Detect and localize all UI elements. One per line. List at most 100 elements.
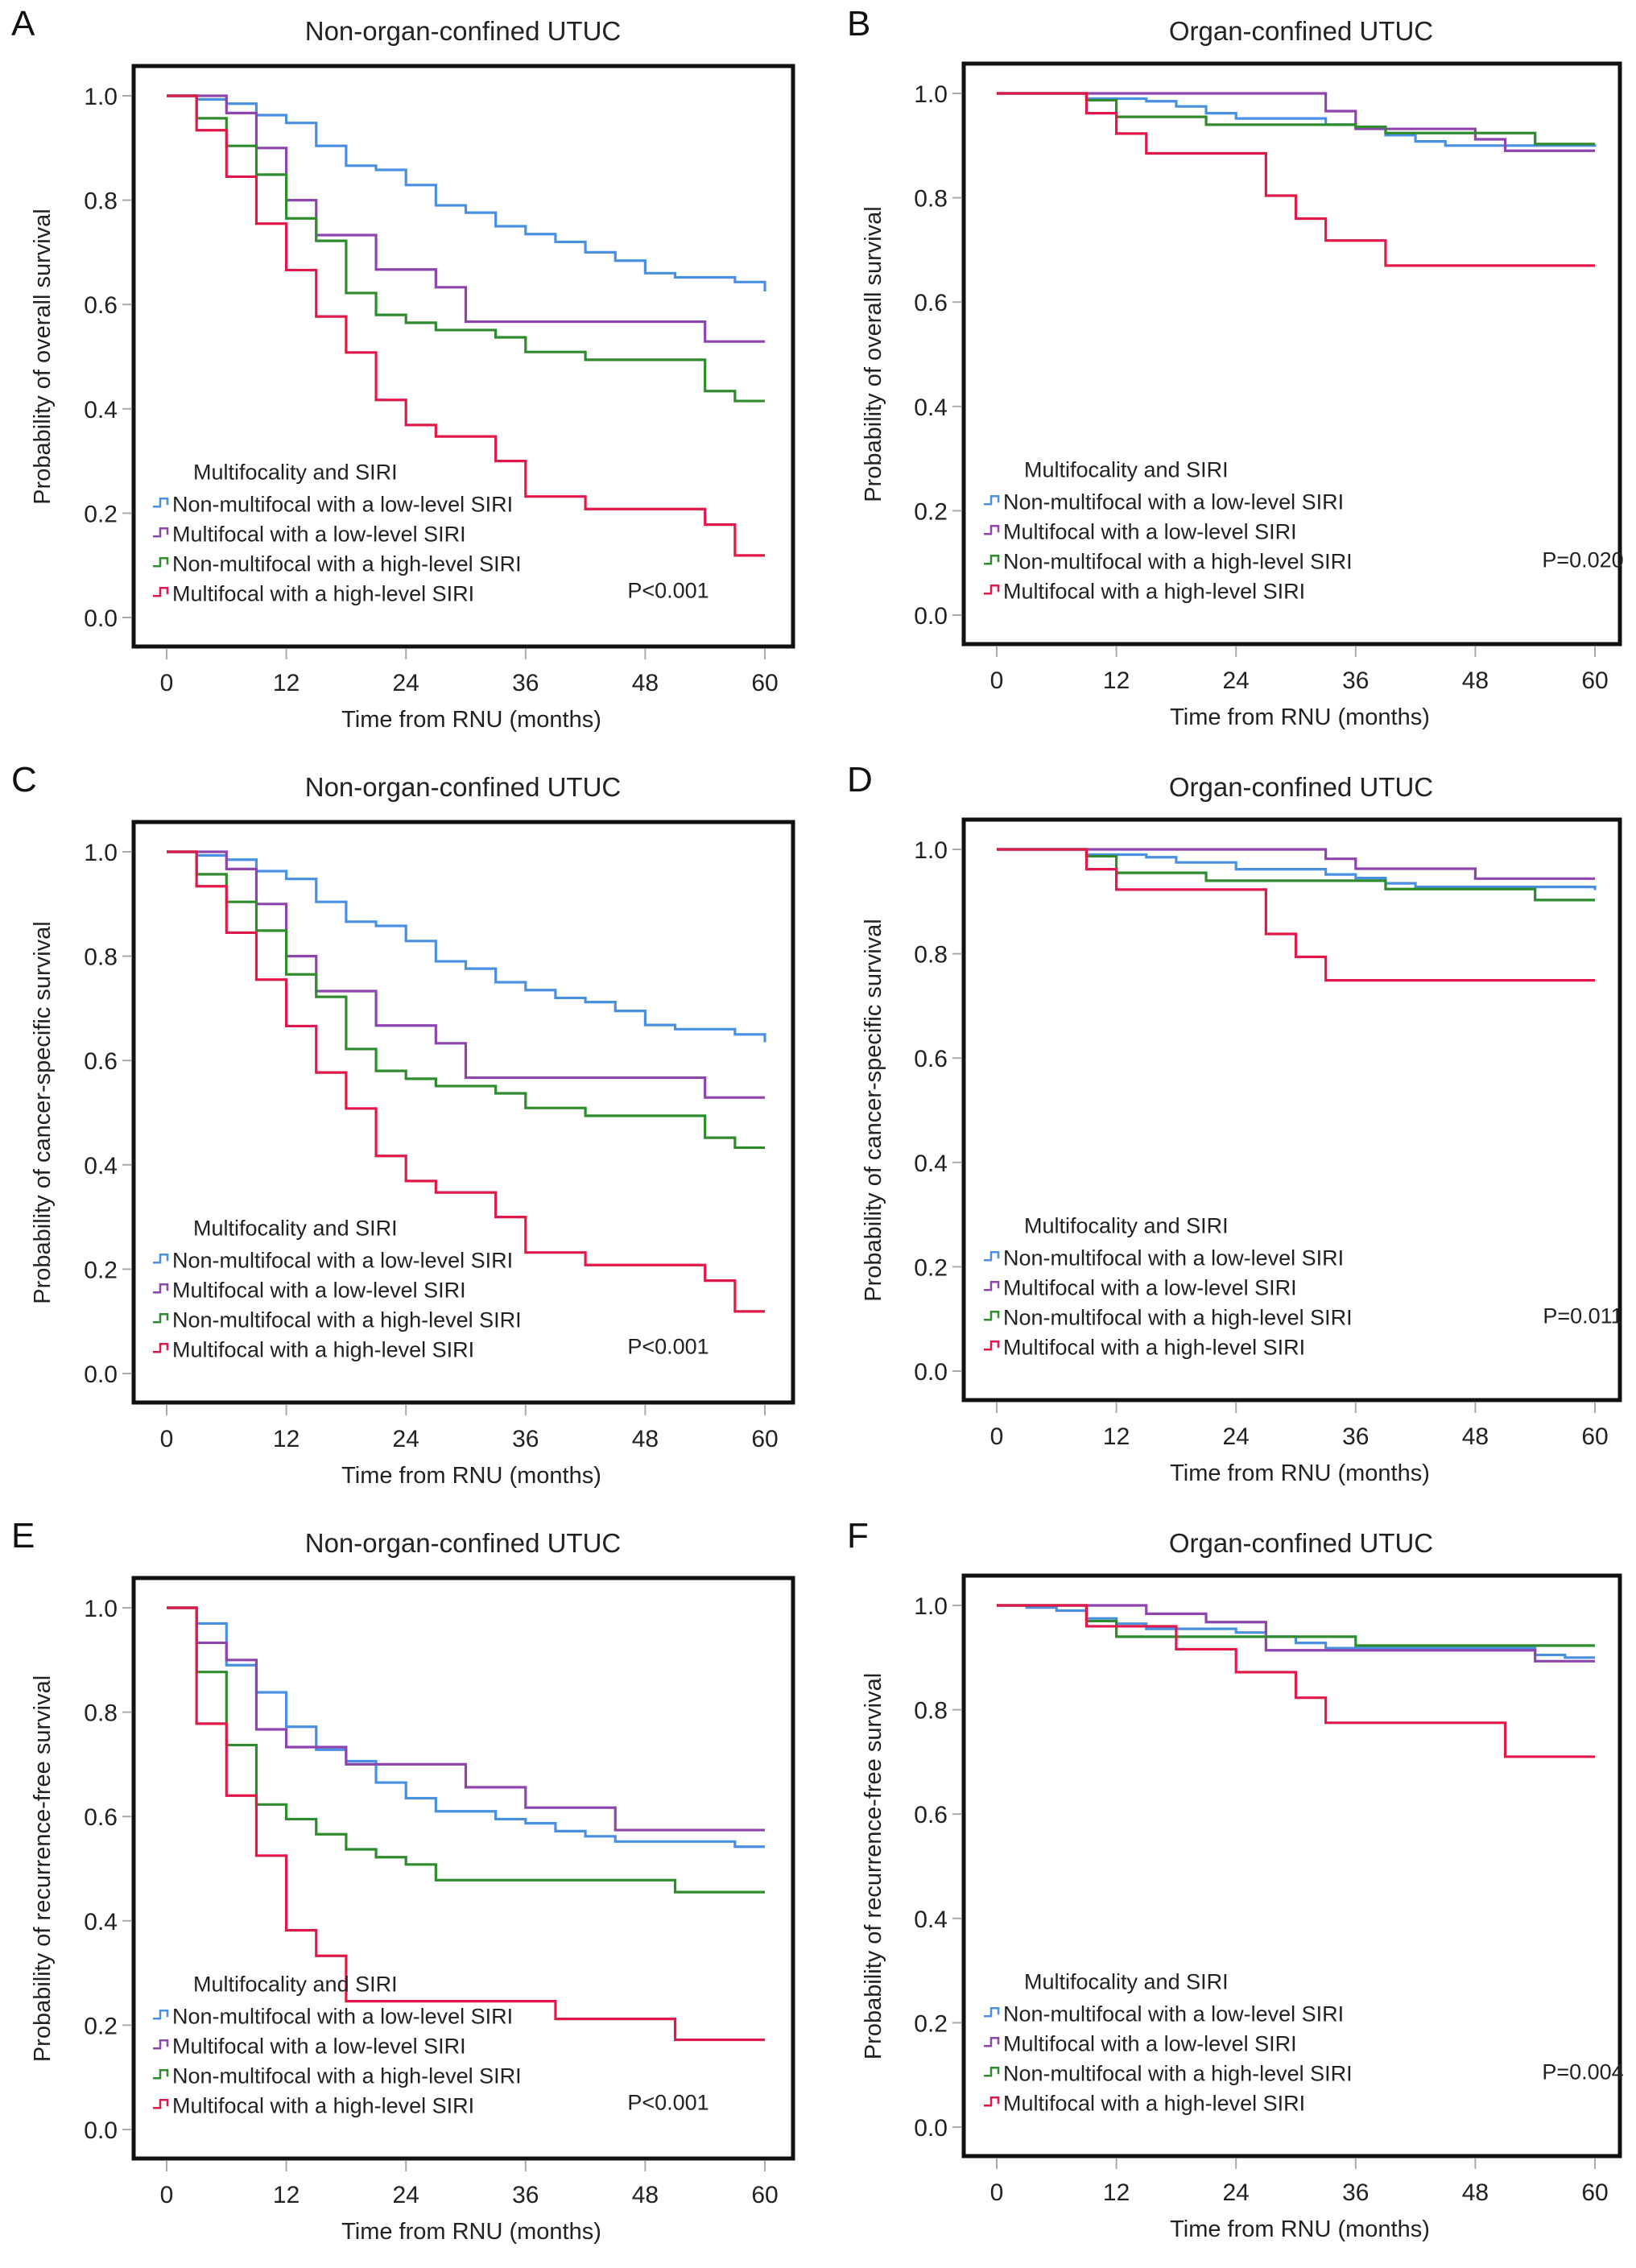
y-tick-label: 0.4 (84, 1909, 118, 1935)
y-tick-label: 0.8 (914, 186, 948, 213)
panel-b: B Organ-confined UTUC 0.0 0.2 0.4 0.6 0.8 1.0 0 1… (818, 0, 1636, 756)
legend-label: Multifocal with a low-level SIRI (1003, 2031, 1297, 2055)
legend-step-icon (984, 495, 1000, 506)
legend-title: Multifocality and SIRI (1024, 457, 1229, 481)
km-chart-c: C Non-organ-confined UTUC 0.0 0.2 0.4 0.6 0.8 1… (11, 760, 795, 1489)
x-tick-label: 36 (1342, 667, 1369, 694)
legend-label: Multifocal with a high-level SIRI (172, 581, 474, 605)
km-curve-multifocal-high (997, 1604, 1595, 1758)
chart-title: Non-organ-confined UTUC (305, 16, 622, 46)
legend-step-icon (984, 2037, 1000, 2047)
x-tick-label: 36 (512, 2182, 539, 2208)
x-axis-title: Time from RNU (months) (341, 2219, 601, 2245)
x-tick-label: 0 (990, 667, 1004, 694)
y-tick-label: 1.0 (914, 837, 948, 864)
y-tick-label: 0.0 (84, 1361, 118, 1388)
y-tick-label: 0.8 (914, 1698, 948, 1725)
y-tick-label: 1.0 (914, 81, 948, 108)
y-axis-title: Probability of cancer-specific survival (861, 919, 886, 1301)
y-tick-label: 0.2 (84, 2013, 118, 2039)
km-curve-multifocal-high (997, 92, 1595, 267)
legend-step-icon (153, 2010, 169, 2020)
x-tick-label: 60 (751, 1426, 778, 1452)
km-curve-multifocal-low (997, 1604, 1595, 1663)
y-tick-label: 0.0 (914, 2115, 948, 2142)
y-tick-label: 0.2 (914, 1254, 948, 1281)
x-tick-label: 24 (393, 1426, 419, 1452)
legend-step-icon (153, 587, 169, 597)
plot-frame (961, 817, 1622, 1403)
y-tick-label: 0.2 (914, 2010, 948, 2037)
x-tick-label: 36 (1342, 1423, 1369, 1450)
panel-f: F Organ-confined UTUC 0.0 0.2 0.4 0.6 0.8 1.0 0 1… (818, 1512, 1636, 2268)
x-tick-label: 48 (632, 1426, 659, 1452)
x-tick-label: 24 (393, 670, 419, 696)
y-tick-label: 0.4 (914, 395, 948, 421)
legend-step-icon (153, 498, 169, 508)
chart-title: Non-organ-confined UTUC (305, 772, 622, 802)
legend-label: Non-multifocal with a high-level SIRI (1003, 2061, 1353, 2085)
x-tick-label: 0 (160, 1426, 174, 1452)
legend-label: Multifocal with a high-level SIRI (1003, 2091, 1305, 2115)
x-tick-label: 12 (1103, 2179, 1130, 2206)
legend-label: Non-multifocal with a high-level SIRI (172, 1308, 522, 1332)
legend-label: Non-multifocal with a high-level SIRI (172, 552, 522, 576)
chart-title: Organ-confined UTUC (1169, 16, 1433, 46)
legend-step-icon (984, 2067, 1000, 2077)
panel-c: C Non-organ-confined UTUC 0.0 0.2 0.4 0.6 0.8 1… (0, 756, 818, 1512)
legend-step-icon (984, 585, 1000, 595)
km-curve-multifocal-high (167, 1606, 765, 2042)
x-tick-label: 60 (1581, 2179, 1608, 2206)
x-axis-title: Time from RNU (months) (1170, 1460, 1430, 1486)
y-tick-label: 0.6 (84, 1804, 118, 1831)
y-tick-label: 1.0 (84, 84, 118, 110)
km-chart-f: F Organ-confined UTUC 0.0 0.2 0.4 0.6 0.8 1.0 0 1… (847, 1516, 1624, 2242)
km-curve-non-multifocal-high (997, 92, 1595, 146)
y-tick-label: 1.0 (914, 1593, 948, 1620)
plot-frame (961, 61, 1622, 647)
legend-title: Multifocality and SIRI (1024, 1969, 1229, 1993)
legend-title: Multifocality and SIRI (193, 1972, 398, 1996)
legend-step-icon (153, 2099, 169, 2109)
legend-label: Multifocal with a low-level SIRI (1003, 519, 1297, 543)
x-tick-label: 48 (632, 670, 659, 696)
legend-label: Non-multifocal with a low-level SIRI (1003, 2002, 1344, 2026)
legend-label: Multifocal with a high-level SIRI (1003, 1335, 1305, 1359)
km-curve-non-multifocal-high (167, 850, 765, 1150)
p-value: P=0.020 (1542, 547, 1623, 572)
x-axis-title: Time from RNU (months) (1170, 2216, 1430, 2242)
x-tick-label: 48 (632, 2182, 659, 2208)
km-curve-multifocal-high (167, 94, 765, 557)
legend-label: Multifocal with a low-level SIRI (1003, 1275, 1297, 1299)
km-chart-e: E Non-organ-confined UTUC 0.0 0.2 0.4 0.6 0.8 1… (11, 1516, 795, 2245)
y-tick-label: 0.6 (914, 290, 948, 316)
panel-letter: F (847, 1516, 869, 1555)
x-tick-label: 24 (1223, 1423, 1250, 1450)
legend-step-icon (984, 1251, 1000, 1262)
legend-label: Non-multifocal with a high-level SIRI (172, 2064, 522, 2088)
km-curve-non-multifocal-high (167, 94, 765, 403)
legend-title: Multifocality and SIRI (1024, 1213, 1229, 1237)
y-tick-label: 0.0 (84, 2117, 118, 2144)
legend-step-icon (984, 2007, 1000, 2018)
km-curve-non-multifocal-low (167, 94, 766, 291)
legend-label: Non-multifocal with a high-level SIRI (1003, 1305, 1353, 1329)
legend-step-icon (984, 2097, 1000, 2107)
x-tick-label: 24 (393, 2182, 419, 2208)
legend-step-icon (153, 1313, 169, 1324)
y-tick-label: 0.2 (84, 1257, 118, 1283)
legend-label: Multifocal with a low-level SIRI (172, 2034, 466, 2058)
x-tick-label: 60 (1581, 667, 1608, 694)
legend-title: Multifocality and SIRI (193, 460, 398, 484)
y-axis-title: Probability of cancer-specific survival (30, 921, 56, 1303)
legend-label: Non-multifocal with a low-level SIRI (172, 2004, 513, 2028)
plot-frame (131, 820, 795, 1405)
x-tick-label: 0 (160, 2182, 174, 2208)
km-curve-multifocal-high (167, 850, 765, 1313)
legend-step-icon (984, 525, 1000, 535)
y-axis-title: Probability of overall survival (30, 209, 56, 504)
plot-frame (131, 1576, 795, 2161)
legend-label: Non-multifocal with a low-level SIRI (1003, 1246, 1344, 1270)
x-tick-label: 12 (273, 2182, 300, 2208)
p-value: P=0.011 (1543, 1303, 1622, 1328)
